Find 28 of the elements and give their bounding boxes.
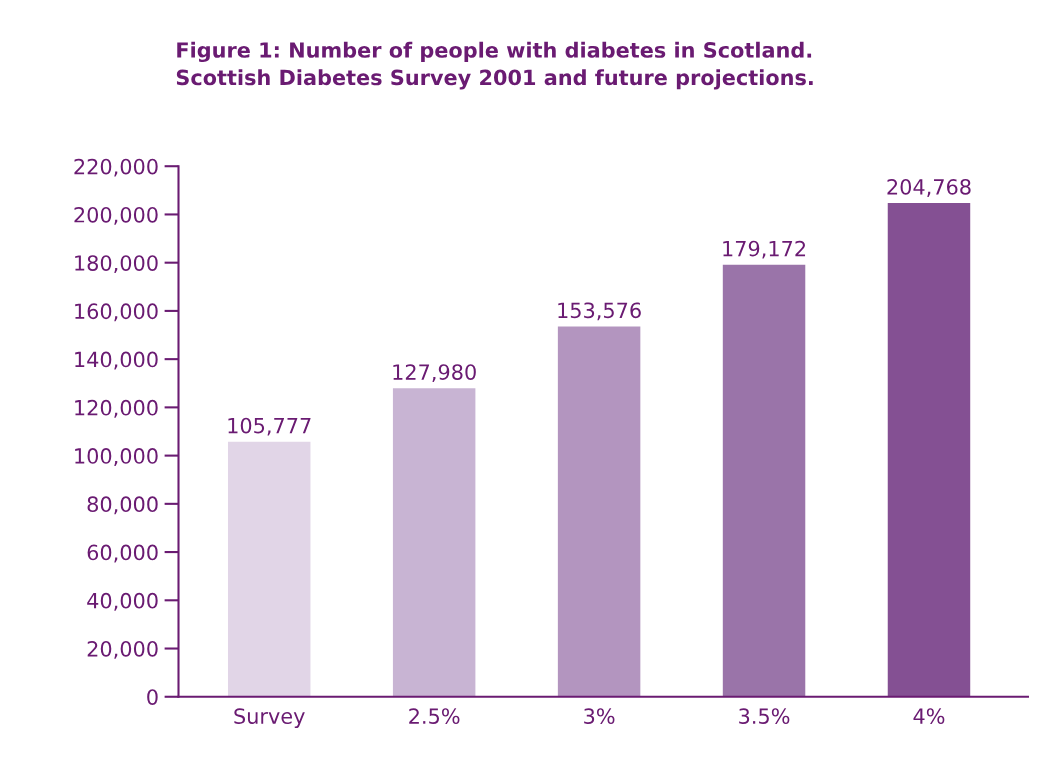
y-tick-label: 40,000 [87, 592, 158, 611]
bar [557, 326, 641, 697]
bar [227, 441, 311, 697]
data-label: 105,777 [228, 417, 311, 436]
y-tick-label: 100,000 [75, 448, 158, 466]
y-tick-label: 180,000 [75, 255, 158, 274]
x-tick-label: Survey [234, 708, 305, 729]
bar [722, 264, 806, 697]
y-tick-label: 60,000 [87, 544, 158, 563]
y-tick-label: 120,000 [75, 399, 158, 418]
y-tick-label: 200,000 [74, 206, 158, 225]
y-tick-label: 160,000 [75, 303, 158, 322]
data-label: 153,576 [558, 302, 641, 321]
y-tick-label: 140,000 [75, 351, 158, 370]
y-tick-label: 20,000 [87, 640, 158, 659]
data-label: 127,980 [393, 364, 476, 383]
chart-title: Figure 1: Number of people with diabetes in Scotland. Scottish Diabetes Survey 2001 and future projections. [176, 41, 813, 90]
data-label: 204,768 [887, 178, 971, 197]
y-tick-label: 0 [147, 689, 158, 705]
y-tick-label: 80,000 [87, 496, 158, 515]
x-tick-label: 3.5% [739, 708, 790, 724]
x-tick-label: 4% [913, 708, 945, 724]
bar [392, 388, 476, 697]
x-tick-label: 3% [584, 708, 615, 724]
bar [887, 202, 971, 697]
x-tick-label: 2.5% [409, 708, 460, 724]
y-tick-label: 220,000 [74, 158, 158, 177]
data-label: 179,172 [723, 240, 806, 259]
